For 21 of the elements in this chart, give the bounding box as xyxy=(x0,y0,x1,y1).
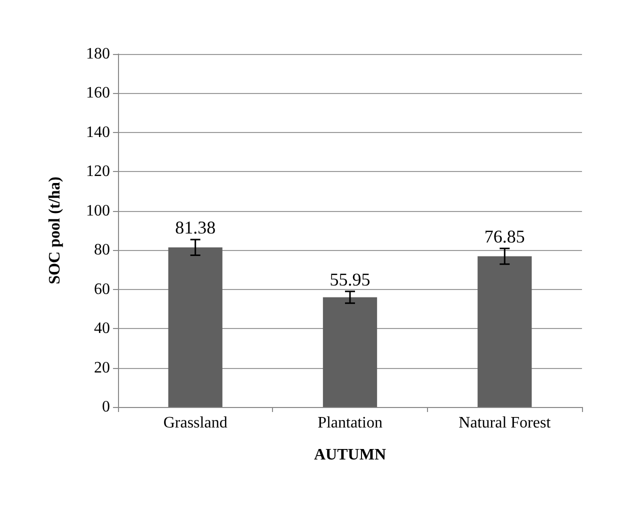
y-tick-label: 40 xyxy=(94,320,110,338)
bar xyxy=(322,297,378,407)
y-tick-label: 60 xyxy=(94,280,110,298)
data-label: 76.85 xyxy=(484,226,525,246)
x-tick-label: Natural Forest xyxy=(458,414,552,432)
x-tick-label: Grassland xyxy=(163,414,228,432)
y-tick-label: 180 xyxy=(86,46,110,62)
y-tick-label: 20 xyxy=(94,359,110,376)
x-axis-title: AUTUMN xyxy=(314,446,386,464)
y-tick-label: 100 xyxy=(86,202,110,220)
x-tick-label: Plantation xyxy=(318,414,382,432)
y-tick-label: 160 xyxy=(86,84,110,102)
y-tick-label: 140 xyxy=(86,124,110,141)
y-tick-label: 80 xyxy=(94,242,110,259)
bar xyxy=(478,256,532,407)
data-label: 55.95 xyxy=(330,269,370,290)
y-axis-title: SOC pool (t/ha) xyxy=(46,176,64,284)
bar xyxy=(168,247,222,407)
y-tick-label: 120 xyxy=(86,163,110,180)
y-tick-label: 0 xyxy=(102,398,110,416)
data-label: 81.38 xyxy=(175,218,216,238)
